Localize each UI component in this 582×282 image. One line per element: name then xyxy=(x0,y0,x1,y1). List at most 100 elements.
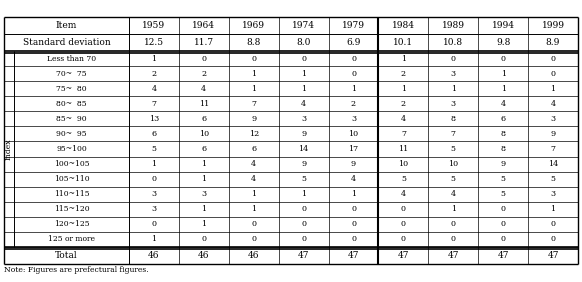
Text: 0: 0 xyxy=(401,235,406,243)
Text: 3: 3 xyxy=(551,115,556,123)
Text: 12.5: 12.5 xyxy=(144,38,164,47)
Text: 3: 3 xyxy=(351,115,356,123)
Text: 5: 5 xyxy=(551,175,556,183)
Text: 5: 5 xyxy=(301,175,306,183)
Text: 1989: 1989 xyxy=(442,21,465,30)
Text: 0: 0 xyxy=(351,205,356,213)
Text: 70~  75: 70~ 75 xyxy=(56,70,87,78)
Text: 0: 0 xyxy=(151,221,157,228)
Text: 0: 0 xyxy=(501,221,506,228)
Text: 1969: 1969 xyxy=(242,21,265,30)
Text: 1: 1 xyxy=(151,54,157,63)
Text: 1: 1 xyxy=(151,160,157,168)
Text: 8: 8 xyxy=(501,145,506,153)
Text: 4: 4 xyxy=(151,85,157,93)
Text: 8: 8 xyxy=(451,115,456,123)
Text: 47: 47 xyxy=(547,251,559,260)
Text: 1: 1 xyxy=(251,85,256,93)
Text: 4: 4 xyxy=(401,115,406,123)
Text: 1: 1 xyxy=(551,205,556,213)
Text: Note: Figures are prefectural figures.: Note: Figures are prefectural figures. xyxy=(4,266,148,274)
Text: 1964: 1964 xyxy=(192,21,215,30)
Text: 0: 0 xyxy=(551,70,556,78)
Text: 0: 0 xyxy=(401,205,406,213)
Text: 47: 47 xyxy=(448,251,459,260)
Text: 6: 6 xyxy=(201,145,207,153)
Text: 75~  80: 75~ 80 xyxy=(56,85,87,93)
Text: 8.0: 8.0 xyxy=(296,38,311,47)
Text: 1999: 1999 xyxy=(542,21,565,30)
Text: 14: 14 xyxy=(548,160,558,168)
Text: 10: 10 xyxy=(398,160,409,168)
Text: 1979: 1979 xyxy=(342,21,365,30)
Text: 0: 0 xyxy=(351,70,356,78)
Text: 80~  85: 80~ 85 xyxy=(56,100,87,108)
Text: 3: 3 xyxy=(551,190,556,198)
Text: 0: 0 xyxy=(451,235,456,243)
Text: 9: 9 xyxy=(251,115,256,123)
Text: Standard deviation: Standard deviation xyxy=(23,38,111,47)
Text: 7: 7 xyxy=(451,130,456,138)
Text: 120~125: 120~125 xyxy=(54,221,89,228)
Text: 12: 12 xyxy=(249,130,259,138)
Text: 14: 14 xyxy=(299,145,308,153)
Text: Total: Total xyxy=(55,251,78,260)
Text: 0: 0 xyxy=(151,175,157,183)
Text: 0: 0 xyxy=(251,235,256,243)
Text: 1: 1 xyxy=(251,70,256,78)
Text: 0: 0 xyxy=(201,54,207,63)
Text: 8.8: 8.8 xyxy=(247,38,261,47)
Text: Less than 70: Less than 70 xyxy=(47,54,96,63)
Text: 0: 0 xyxy=(301,221,306,228)
Text: 1: 1 xyxy=(251,205,256,213)
Text: 1: 1 xyxy=(450,205,456,213)
Text: 0: 0 xyxy=(201,235,207,243)
Text: 46: 46 xyxy=(148,251,159,260)
Text: 2: 2 xyxy=(401,100,406,108)
Text: 5: 5 xyxy=(401,175,406,183)
Text: 1: 1 xyxy=(301,190,306,198)
Text: 6: 6 xyxy=(501,115,506,123)
Text: 4: 4 xyxy=(201,85,207,93)
Text: 5: 5 xyxy=(151,145,157,153)
Text: 95~100: 95~100 xyxy=(56,145,87,153)
Text: 85~  90: 85~ 90 xyxy=(56,115,87,123)
Text: 6: 6 xyxy=(251,145,256,153)
Text: 125 or more: 125 or more xyxy=(48,235,95,243)
Text: 11.7: 11.7 xyxy=(194,38,214,47)
Text: 10: 10 xyxy=(199,130,209,138)
Text: 1: 1 xyxy=(251,190,256,198)
Text: 0: 0 xyxy=(351,54,356,63)
Text: 2: 2 xyxy=(151,70,157,78)
Text: 4: 4 xyxy=(401,190,406,198)
Text: 46: 46 xyxy=(198,251,210,260)
Text: 90~  95: 90~ 95 xyxy=(56,130,87,138)
Text: Index: Index xyxy=(5,138,13,160)
Text: 4: 4 xyxy=(351,175,356,183)
Text: 3: 3 xyxy=(450,70,456,78)
Text: 1: 1 xyxy=(151,235,157,243)
Text: 1: 1 xyxy=(551,85,556,93)
Text: 9: 9 xyxy=(351,160,356,168)
Text: 0: 0 xyxy=(301,235,306,243)
Text: 0: 0 xyxy=(501,235,506,243)
Text: 0: 0 xyxy=(351,221,356,228)
Text: 8.9: 8.9 xyxy=(546,38,560,47)
Text: 47: 47 xyxy=(398,251,409,260)
Text: 4: 4 xyxy=(450,190,456,198)
Text: 1974: 1974 xyxy=(292,21,315,30)
Text: 105~110: 105~110 xyxy=(54,175,89,183)
Text: 115~120: 115~120 xyxy=(54,205,89,213)
Text: 46: 46 xyxy=(248,251,260,260)
Text: 10.8: 10.8 xyxy=(443,38,463,47)
Text: 0: 0 xyxy=(551,235,556,243)
Text: 0: 0 xyxy=(501,54,506,63)
Text: 6: 6 xyxy=(201,115,207,123)
Text: 4: 4 xyxy=(251,160,256,168)
Text: 10.1: 10.1 xyxy=(393,38,413,47)
Text: 0: 0 xyxy=(551,221,556,228)
Text: 9: 9 xyxy=(301,160,306,168)
Text: 0: 0 xyxy=(451,221,456,228)
Text: 10: 10 xyxy=(448,160,459,168)
Text: 0: 0 xyxy=(401,221,406,228)
